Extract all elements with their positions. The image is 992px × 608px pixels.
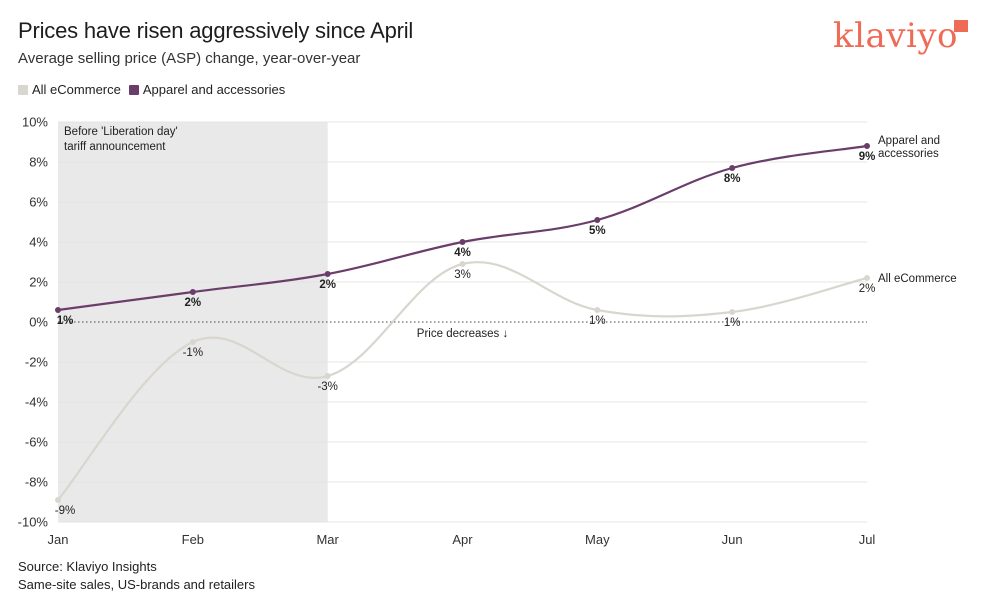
point-apparel-mar (324, 271, 331, 277)
x-tick-label-jun: Jun (722, 532, 743, 547)
legend: All eCommerce Apparel and accessories (18, 82, 285, 97)
legend-item-apparel: Apparel and accessories (128, 82, 286, 97)
point-all-ecommerce-mar (324, 373, 331, 379)
legend-item-all-ecommerce: All eCommerce (18, 82, 121, 97)
x-tick-label-apr: Apr (452, 532, 473, 547)
point-all-ecommerce-feb (189, 339, 196, 345)
legend-label-apparel: Apparel and accessories (142, 82, 286, 97)
series-line-all-ecommerce (57, 261, 868, 501)
y-tick-label-10: -10% (18, 515, 49, 530)
chart-subtitle: Average selling price (ASP) change, year… (18, 50, 361, 67)
end-label-apparel-1: accessories (878, 148, 939, 160)
point-all-ecommerce-jun (729, 309, 736, 315)
x-tick-label-mar: Mar (316, 532, 339, 547)
x-tick-label-feb: Feb (182, 532, 204, 547)
point-apparel-feb (189, 289, 196, 295)
y-tick-label-8: -6% (25, 435, 49, 450)
legend-swatch-all-ecommerce (18, 84, 28, 95)
point-apparel-jan (55, 307, 61, 313)
zero-line-label: Price decreases ↓ (417, 328, 508, 340)
source-line-1: Source: Klaviyo Insights (18, 559, 157, 574)
data-label-apparel-feb: 2% (185, 297, 202, 309)
end-label-apparel-0: Apparel and (878, 135, 940, 147)
data-label-all-ecommerce-jul: 2% (859, 283, 876, 295)
y-tick-label-2: 6% (29, 195, 48, 210)
point-all-ecommerce-jul (864, 275, 870, 281)
data-label-apparel-may: 5% (589, 225, 606, 237)
y-tick-label-9: -8% (25, 475, 49, 490)
y-tick-label-6: -2% (25, 355, 49, 370)
data-label-all-ecommerce-jun: 1% (724, 317, 741, 329)
point-all-ecommerce-jan (55, 497, 61, 503)
source-line-2: Same-site sales, US-brands and retailers (18, 577, 255, 592)
klaviyo-logo: klaviyo (832, 16, 958, 56)
y-tick-label-4: 2% (29, 275, 48, 290)
y-tick-label-7: -4% (25, 395, 49, 410)
point-apparel-may (594, 217, 601, 223)
data-label-all-ecommerce-jan: -9% (55, 505, 75, 517)
data-label-apparel-mar: 2% (319, 279, 336, 291)
y-tick-label-1: 8% (29, 155, 48, 170)
data-label-apparel-apr: 4% (454, 247, 471, 259)
y-tick-label-5: 0% (29, 315, 48, 330)
source-note: Source: Klaviyo Insights Same-site sales… (18, 558, 255, 594)
legend-swatch-apparel (128, 84, 139, 95)
point-apparel-jun (729, 165, 736, 171)
point-all-ecommerce-may (594, 307, 601, 313)
point-all-ecommerce-apr (459, 261, 466, 267)
shaded-region-label-0: Before 'Liberation day' (64, 126, 178, 138)
end-label-all-ecommerce-0: All eCommerce (878, 273, 957, 285)
chart-title: Prices have risen aggressively since Apr… (18, 18, 414, 43)
y-tick-label-0: 10% (22, 115, 48, 130)
data-label-apparel-jul: 9% (859, 151, 876, 163)
x-tick-label-may: May (585, 532, 610, 547)
data-label-all-ecommerce-mar: -3% (317, 381, 337, 393)
shaded-region-label-1: tariff announcement (64, 141, 166, 153)
data-label-all-ecommerce-feb: -1% (183, 347, 203, 359)
y-tick-label-3: 4% (29, 235, 48, 250)
point-apparel-apr (459, 239, 466, 245)
data-label-all-ecommerce-may: 1% (589, 315, 606, 327)
x-tick-label-jul: Jul (859, 532, 876, 547)
data-label-apparel-jun: 8% (724, 173, 741, 185)
data-label-all-ecommerce-apr: 3% (454, 269, 471, 281)
point-apparel-jul (864, 143, 870, 149)
legend-label-all-ecommerce: All eCommerce (32, 82, 121, 97)
x-tick-label-jan: Jan (48, 532, 69, 547)
logo-flag-icon (954, 20, 968, 32)
data-label-apparel-jan: 1% (57, 315, 74, 327)
